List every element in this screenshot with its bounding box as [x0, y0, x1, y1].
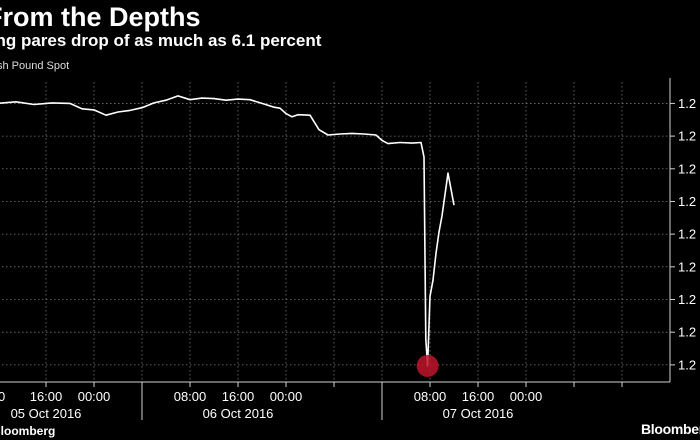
x-tick-label: 00:00: [510, 389, 543, 404]
x-tick-label: 00:00: [270, 389, 303, 404]
chart-title: From the Depths: [0, 2, 201, 32]
y-tick-label: 1.2: [678, 161, 696, 176]
y-tick-label: 1.2: [678, 357, 696, 372]
x-tick-label: 16:00: [222, 389, 255, 404]
x-tick-label: 08:00: [414, 389, 447, 404]
legend-label: sh Pound Spot: [0, 60, 70, 72]
y-tick-label: 1.2: [678, 194, 696, 209]
x-tick-label: 16:00: [462, 389, 495, 404]
date-label: 06 Oct 2016: [203, 406, 274, 421]
y-tick-label: 1.2: [678, 227, 696, 242]
x-tick-label: 00: [0, 389, 5, 404]
y-tick-label: 1.2: [678, 292, 696, 307]
bloomberg-logo: Bloomberg: [641, 421, 700, 437]
x-tick-label: 16:00: [30, 389, 63, 404]
low-point-marker: [416, 354, 439, 377]
y-tick-label: 1.2: [678, 96, 696, 111]
chart-subtitle: ling pares drop of as much as 6.1 percen…: [0, 31, 322, 50]
series-line: [0, 95, 455, 367]
y-tick-label: 1.2: [678, 325, 696, 340]
y-tick-label: 1.2: [678, 129, 696, 144]
x-tick-label: 00:00: [78, 389, 111, 404]
date-label: 05 Oct 2016: [11, 406, 82, 421]
y-tick-label: 1.2: [678, 259, 696, 274]
source-note: e: Bloomberg: [0, 424, 56, 438]
date-label: 07 Oct 2016: [443, 406, 514, 421]
x-tick-label: 08:00: [174, 389, 207, 404]
